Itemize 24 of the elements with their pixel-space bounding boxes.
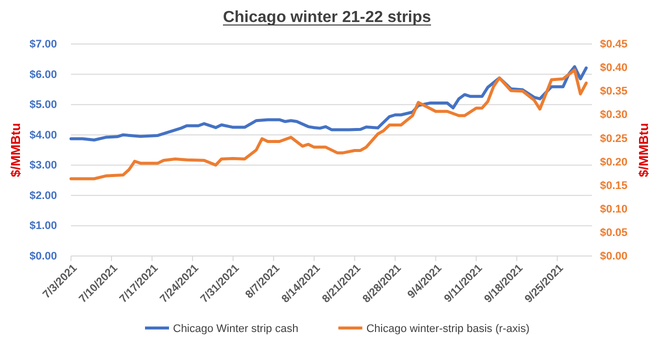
y-tick-label: $7.00 <box>29 38 57 51</box>
y-tick-label: $3.00 <box>29 160 57 172</box>
y-tick-label: $4.00 <box>29 129 57 142</box>
legend-label: Chicago winter-strip basis (r-axis) <box>366 323 530 335</box>
y2-tick-label: $0.00 <box>600 250 628 263</box>
y2-tick-label: $0.10 <box>600 203 628 216</box>
y2-tick-label: $0.30 <box>600 109 628 122</box>
y2-axis-title: $/MMBtu <box>636 122 651 178</box>
y-tick-label: $5.00 <box>29 99 57 112</box>
legend-label: Chicago Winter strip cash <box>173 323 298 335</box>
y-tick-label: $6.00 <box>29 68 57 81</box>
y2-tick-label: $0.20 <box>600 156 628 168</box>
y-tick-label: $0.00 <box>29 250 57 263</box>
line-series <box>70 68 588 180</box>
y2-tick-label: $0.35 <box>600 86 628 98</box>
y2-tick-label: $0.05 <box>600 226 628 239</box>
y2-tick-label: $0.45 <box>600 38 628 51</box>
y2-tick-label: $0.15 <box>600 180 628 192</box>
chart-title: Chicago winter 21-22 strips <box>222 9 432 26</box>
y-axis-title: $/MMBtu <box>8 122 23 178</box>
y2-tick-label: $0.25 <box>600 132 628 145</box>
y-tick-label: $1.00 <box>29 220 57 232</box>
y-tick-label: $2.00 <box>29 190 57 202</box>
y2-tick-label: $0.40 <box>600 62 628 74</box>
